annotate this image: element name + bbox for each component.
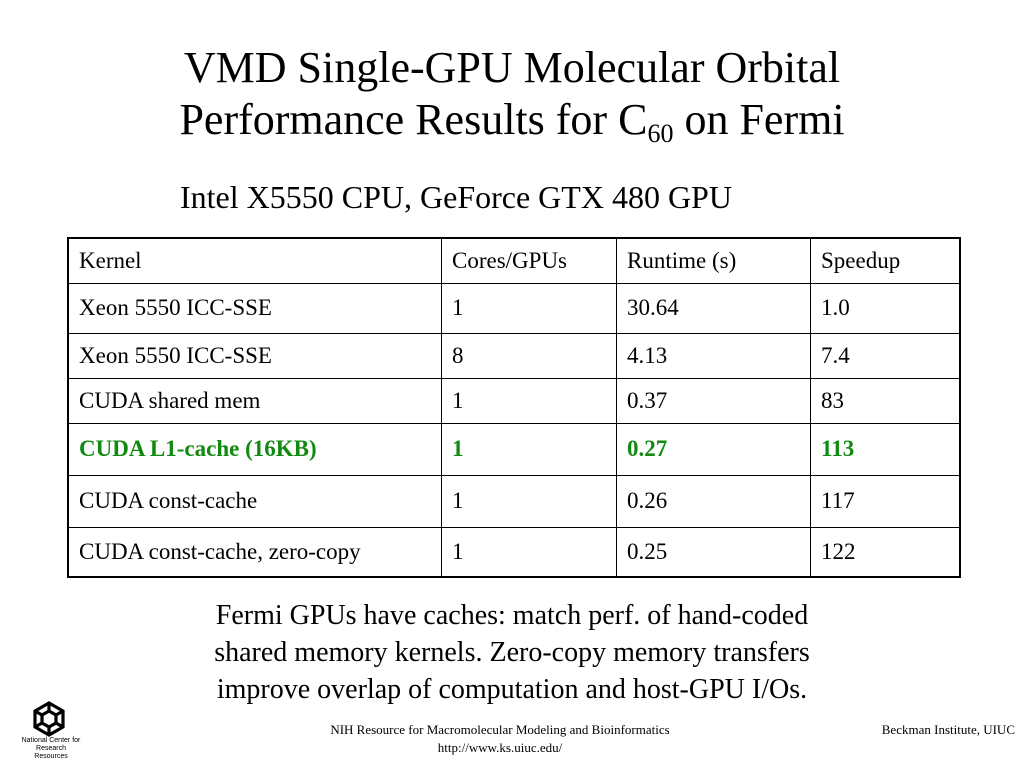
title-line2-suffix: on Fermi: [673, 95, 845, 144]
slide-caption: Fermi GPUs have caches: match perf. of h…: [112, 597, 912, 708]
table-header-row: Kernel Cores/GPUs Runtime (s) Speedup: [67, 237, 961, 284]
header-speedup: Speedup: [810, 237, 961, 284]
title-line1: VMD Single-GPU Molecular Orbital: [183, 43, 841, 92]
cell-cores: 1: [441, 282, 617, 334]
table-row: CUDA const-cache 1 0.26 117: [67, 474, 961, 528]
ncsa-logo: National Center for Research Resources: [13, 700, 85, 762]
ncsa-logo-icon: [33, 701, 65, 737]
cell-cores: 1: [441, 377, 617, 424]
header-runtime: Runtime (s): [616, 237, 811, 284]
slide-subtitle: Intel X5550 CPU, GeForce GTX 480 GPU: [180, 179, 732, 215]
logo-text-line1: National Center for: [21, 737, 81, 744]
cell-kernel: Xeon 5550 ICC-SSE: [67, 332, 442, 379]
cell-runtime: 0.27: [616, 422, 811, 476]
cell-kernel: CUDA const-cache, zero-copy: [67, 526, 442, 578]
cell-speedup: 117: [810, 474, 961, 528]
cell-kernel: CUDA const-cache: [67, 474, 442, 528]
cell-cores: 8: [441, 332, 617, 379]
footer-url: http://www.ks.uiuc.edu/: [437, 740, 563, 755]
cell-kernel: CUDA shared mem: [67, 377, 442, 424]
cell-runtime: 0.26: [616, 474, 811, 528]
title-subscript: 60: [647, 119, 674, 148]
cell-kernel: CUDA L1-cache (16KB): [67, 422, 442, 476]
cell-kernel: Xeon 5550 ICC-SSE: [67, 282, 442, 334]
footer-resource-name: NIH Resource for Macromolecular Modeling…: [330, 722, 670, 737]
caption-line2: shared memory kernels. Zero-copy memory …: [214, 637, 810, 668]
logo-text: National Center for Research Resources: [19, 737, 83, 761]
cell-runtime: 30.64: [616, 282, 811, 334]
header-cores-gpus: Cores/GPUs: [441, 237, 617, 284]
header-kernel: Kernel: [67, 237, 442, 284]
cell-runtime: 0.37: [616, 377, 811, 424]
cell-speedup: 83: [810, 377, 961, 424]
cell-speedup: 1.0: [810, 282, 961, 334]
cell-speedup: 113: [810, 422, 961, 476]
table-row: Xeon 5550 ICC-SSE 1 30.64 1.0: [67, 282, 961, 334]
cell-runtime: 0.25: [616, 526, 811, 578]
table-row: CUDA shared mem 1 0.37 83: [67, 377, 961, 424]
footer-center: NIH Resource for Macromolecular Modeling…: [250, 721, 750, 757]
slide-title: VMD Single-GPU Molecular Orbital Perform…: [0, 42, 1024, 148]
cell-cores: 1: [441, 474, 617, 528]
performance-table: Kernel Cores/GPUs Runtime (s) Speedup Xe…: [67, 237, 961, 578]
cell-speedup: 122: [810, 526, 961, 578]
cell-runtime: 4.13: [616, 332, 811, 379]
table-row: CUDA const-cache, zero-copy 1 0.25 122: [67, 526, 961, 578]
cell-cores: 1: [441, 422, 617, 476]
table-row-highlighted: CUDA L1-cache (16KB) 1 0.27 113: [67, 422, 961, 476]
title-line2-prefix: Performance Results for C: [179, 95, 648, 144]
cell-speedup: 7.4: [810, 332, 961, 379]
caption-line1: Fermi GPUs have caches: match perf. of h…: [215, 600, 809, 631]
footer-institution: Beckman Institute, UIUC: [881, 722, 1015, 737]
table-row: Xeon 5550 ICC-SSE 8 4.13 7.4: [67, 332, 961, 379]
logo-text-line2: Research Resources: [34, 745, 68, 760]
caption-line3: improve overlap of computation and host-…: [216, 674, 808, 705]
cell-cores: 1: [441, 526, 617, 578]
